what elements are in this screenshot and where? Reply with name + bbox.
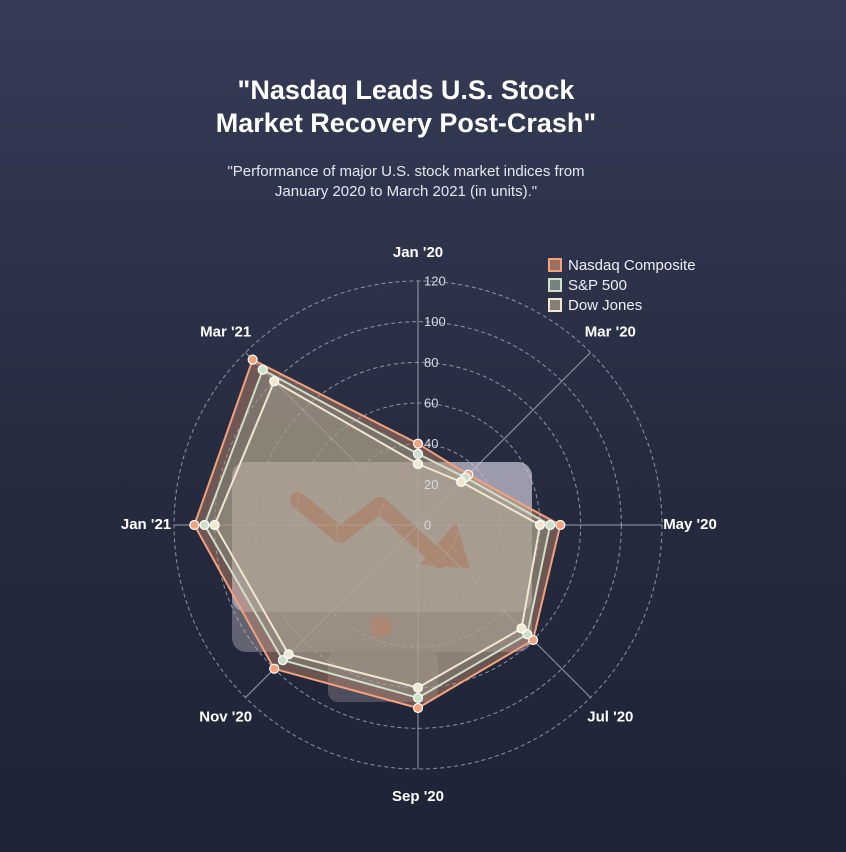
r-tick-label-3: 60 — [424, 395, 438, 410]
series-2-point-4 — [412, 682, 424, 693]
series-1-point-7 — [257, 364, 268, 375]
series-2-point-7 — [269, 376, 280, 387]
series-0-point-4 — [412, 702, 424, 714]
chart-subtitle-line-2: January 2020 to March 2021 (in units)." — [274, 183, 538, 200]
series-1-point-2 — [545, 519, 556, 531]
legend-label-sp500: S&P 500 — [568, 276, 627, 294]
chart-title: "Nasdaq Leads U.S. Stock Market Recovery… — [0, 74, 812, 140]
legend-swatch-dow — [548, 298, 562, 312]
legend-label-dow: Dow Jones — [568, 296, 643, 314]
legend-label-nasdaq: Nasdaq Composite — [568, 256, 696, 274]
axis-spoke-3 — [417, 524, 591, 698]
category-label-6: Jan '21 — [121, 516, 171, 533]
r-tick-label-2: 40 — [424, 436, 438, 451]
category-label-1: Mar '20 — [585, 324, 636, 341]
r-tick-label-0: 0 — [424, 517, 431, 532]
series-1-point-6 — [199, 519, 210, 531]
legend-item-nasdaq: Nasdaq Composite — [548, 255, 696, 275]
category-label-3: Jul '20 — [587, 708, 633, 725]
legend-swatch-nasdaq — [548, 258, 562, 272]
r-tick-label-1: 20 — [424, 477, 438, 492]
r-tick-label-5: 100 — [424, 314, 446, 329]
chart-subtitle: "Performance of major U.S. stock market … — [0, 162, 812, 202]
category-label-5: Nov '20 — [199, 708, 252, 725]
series-0-point-2 — [555, 519, 566, 531]
series-1-point-4 — [412, 692, 424, 703]
radar-series — [189, 354, 566, 714]
category-label-4: Sep '20 — [392, 788, 444, 805]
series-0-point-0 — [412, 438, 424, 449]
chart-title-line-1: "Nasdaq Leads U.S. Stock — [237, 75, 575, 105]
legend-swatch-sp500 — [548, 278, 562, 292]
chart-title-line-2: Market Recovery Post-Crash" — [215, 108, 597, 138]
axis-spoke-1 — [417, 352, 591, 526]
series-2-point-1 — [456, 476, 467, 487]
series-1-point-0 — [412, 448, 424, 459]
series-0-point-5 — [269, 663, 280, 674]
series-2-point-3 — [516, 623, 527, 634]
legend-item-sp500: S&P 500 — [548, 275, 696, 295]
series-0-point-6 — [189, 519, 200, 531]
series-2-point-2 — [534, 519, 546, 531]
legend: Nasdaq Composite S&P 500 Dow Jones — [548, 255, 696, 315]
series-0-point-7 — [247, 354, 258, 365]
series-2-point-6 — [209, 519, 220, 531]
r-tick-label-6: 120 — [424, 273, 446, 288]
category-label-2: May '20 — [663, 516, 717, 533]
category-label-0: Jan '20 — [393, 244, 443, 261]
chart-subtitle-line-1: "Performance of major U.S. stock market … — [227, 163, 585, 180]
r-tick-label-4: 80 — [424, 355, 438, 370]
radar-labels: 0 20 40 60 80 100 120 Jan '20 Mar '20 May '20 Jul … — [121, 244, 717, 805]
category-label-7: Mar '21 — [200, 324, 251, 341]
series-2-point-5 — [283, 649, 294, 660]
series-2-point-0 — [412, 458, 424, 470]
legend-item-dow: Dow Jones — [548, 295, 696, 315]
